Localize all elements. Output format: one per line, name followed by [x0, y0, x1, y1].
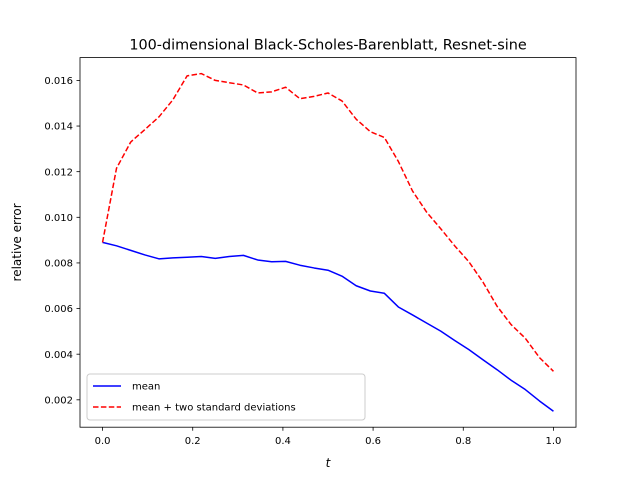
legend: mean mean + two standard deviations — [86, 373, 366, 421]
legend-label-mean-plus-two-sd: mean + two standard deviations — [132, 403, 296, 414]
chart-title: 100-dimensional Black-Scholes-Barenblatt… — [129, 38, 527, 54]
series-layer — [101, 72, 554, 412]
series-line-mean-plus-two-sd — [101, 72, 554, 372]
x-tick-label: 0.0 — [95, 436, 111, 447]
y-tick-label: 0.014 — [44, 122, 73, 133]
plot-frame — [79, 57, 577, 428]
y-tick-label: 0.016 — [44, 76, 73, 87]
y-tick-label: 0.010 — [44, 213, 73, 224]
legend-box — [86, 373, 366, 421]
x-tick-label: 1.0 — [546, 436, 562, 447]
y-tick-label: 0.002 — [44, 395, 73, 406]
y-tick-label: 0.012 — [44, 167, 73, 178]
y-tick-label: 0.008 — [44, 259, 73, 270]
y-axis-label: relative error — [10, 203, 24, 281]
x-tick-label: 0.8 — [455, 436, 471, 447]
x-axis-label: t — [326, 456, 332, 470]
x-tick-label: 0.2 — [185, 436, 201, 447]
x-tick-label: 0.4 — [275, 436, 291, 447]
y-tick-label: 0.006 — [44, 304, 73, 315]
legend-label-mean: mean — [132, 382, 160, 393]
x-tick-label: 0.6 — [365, 436, 381, 447]
y-tick-label: 0.004 — [44, 350, 73, 361]
series-line-mean — [102, 241, 554, 412]
ticks-layer: 0.0 0.2 0.4 0.6 0.8 1.0 0.002 0.004 0.006 0.008 0.… — [44, 76, 561, 447]
